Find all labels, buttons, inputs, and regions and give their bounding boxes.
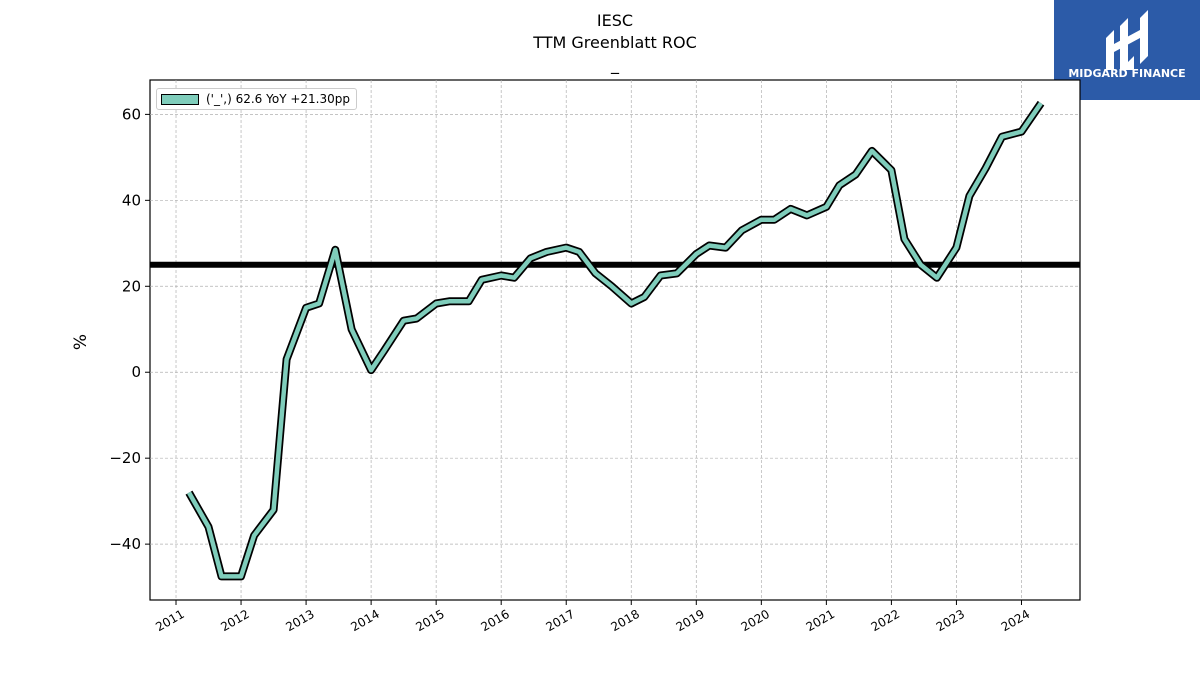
- x-tick-label: 2011: [153, 607, 186, 634]
- x-tick-label: 2016: [478, 607, 511, 634]
- x-tick-label: 2015: [413, 607, 446, 634]
- y-tick-label: 0: [131, 363, 141, 381]
- y-tick-label: 20: [122, 277, 141, 295]
- chart-title-metric: TTM Greenblatt ROC: [533, 33, 697, 52]
- legend-swatch: [161, 93, 199, 105]
- x-tick-label: 2024: [999, 607, 1032, 634]
- chart-title-block: IESC TTM Greenblatt ROC _: [415, 10, 815, 76]
- legend-label: ('_',) 62.6 YoY +21.30pp: [206, 92, 350, 106]
- series-layer: [185, 100, 1045, 581]
- x-tick-label: 2019: [674, 607, 707, 634]
- x-tick-label: 2022: [869, 607, 902, 634]
- y-axis-label: %: [71, 334, 91, 350]
- y-tick-label: −20: [109, 449, 141, 467]
- y-tick-label: 60: [122, 105, 141, 123]
- x-tick-label: 2017: [543, 607, 576, 634]
- y-tick-label: 40: [122, 191, 141, 209]
- x-tick-label: 2020: [739, 607, 772, 634]
- x-tick-label: 2021: [804, 607, 837, 634]
- legend: ('_',) 62.6 YoY +21.30pp: [156, 88, 357, 110]
- brand-logo-mark: [1106, 10, 1148, 70]
- plot-frame: [149, 79, 1081, 601]
- y-tick-label: −40: [109, 535, 141, 553]
- brand-logo: MIDGARD FINANCE: [1054, 0, 1200, 100]
- x-tick-label: 2023: [934, 607, 967, 634]
- x-tick-label: 2014: [348, 607, 381, 634]
- series-line: [187, 101, 1043, 579]
- chart-title-ticker: IESC: [596, 11, 634, 30]
- chart-title-underscore: _: [611, 55, 619, 74]
- x-tick-label: 2012: [218, 607, 251, 634]
- x-tick-label: 2013: [283, 607, 316, 634]
- brand-logo-text: MIDGARD FINANCE: [1068, 67, 1186, 80]
- x-tick-label: 2018: [609, 607, 642, 634]
